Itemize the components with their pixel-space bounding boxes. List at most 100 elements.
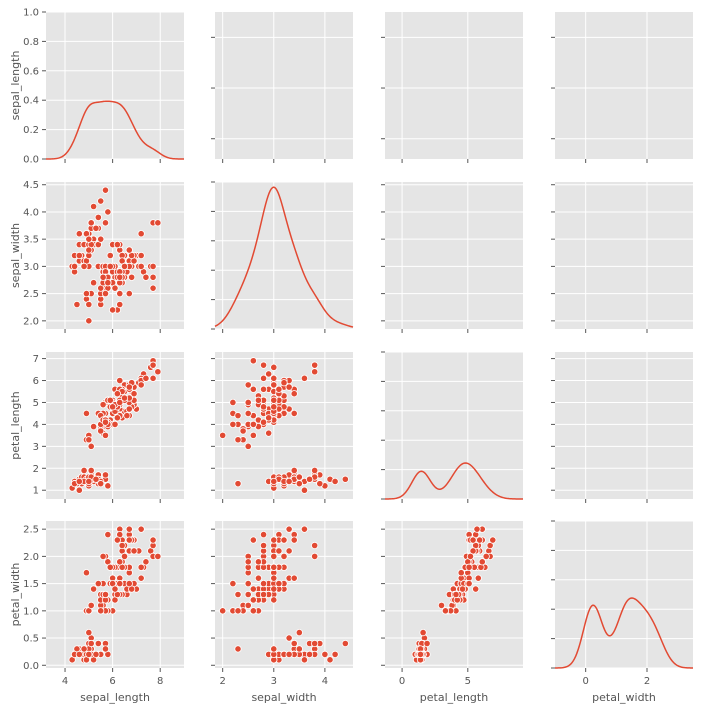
- scatter-point: [87, 442, 95, 450]
- scatter-point: [97, 197, 105, 205]
- scatter-point: [305, 475, 314, 483]
- scatter-point: [75, 486, 83, 494]
- scatter-point: [125, 536, 133, 544]
- scatter-point: [331, 650, 339, 658]
- y-tick-label: 2.0: [23, 316, 39, 327]
- scatter-point: [75, 650, 83, 658]
- scatter-point: [87, 466, 95, 475]
- scatter-point: [457, 569, 465, 577]
- scatter-point: [270, 403, 278, 411]
- scatter-point: [125, 525, 133, 533]
- panel-petal_length-vs-sepal_length: 1 2 3 4 5 6 7 petal_length: [9, 352, 184, 503]
- x-tick-label: 4: [62, 676, 68, 687]
- y-tick-label: 1.5: [23, 579, 39, 590]
- scatter-point: [290, 466, 298, 475]
- scatter-point: [104, 208, 112, 216]
- scatter-point: [149, 536, 157, 544]
- scatter-point: [270, 363, 278, 371]
- scatter-point: [290, 390, 298, 398]
- scatter-point: [113, 414, 121, 422]
- scatter-point: [154, 552, 162, 560]
- scatter-point: [85, 300, 93, 309]
- scatter-point: [234, 480, 242, 488]
- scatter-point: [125, 405, 133, 413]
- scatter-point: [465, 580, 473, 588]
- scatter-point: [113, 536, 121, 544]
- y-tick-label: 2: [33, 464, 39, 475]
- panel-sepal_width-vs-petal_width: [551, 182, 693, 333]
- scatter-point: [137, 381, 145, 389]
- y-tick-label: 3: [33, 442, 39, 453]
- scatter-point: [249, 420, 257, 428]
- scatter-point: [316, 480, 324, 488]
- scatter-point: [101, 186, 110, 194]
- y-tick-label: 1: [33, 486, 39, 497]
- scatter-point: [300, 656, 309, 664]
- scatter-point: [452, 590, 460, 599]
- scatter-point: [259, 374, 268, 382]
- y-tick-label: 4.5: [23, 180, 39, 191]
- scatter-point: [116, 376, 124, 385]
- scatter-point: [234, 412, 242, 420]
- scatter-point: [82, 409, 91, 418]
- scatter-point: [280, 379, 288, 387]
- scatter-point: [85, 317, 93, 325]
- scatter-point: [259, 403, 268, 411]
- scatter-point: [280, 552, 288, 560]
- scatter-point: [80, 466, 88, 475]
- scatter-point: [321, 650, 329, 658]
- y-tick-label: 4: [33, 420, 39, 431]
- scatter-point: [97, 607, 105, 615]
- scatter-point: [116, 558, 124, 566]
- y-tick-label: 1.0: [23, 606, 39, 617]
- scatter-point: [120, 394, 129, 402]
- x-tick-label: 5: [465, 676, 471, 687]
- scatter-point: [101, 418, 110, 426]
- scatter-point: [270, 396, 278, 404]
- scatter-point: [123, 412, 131, 420]
- scatter-point: [244, 442, 252, 450]
- scatter-point: [474, 574, 482, 582]
- y-tick-label: 3.5: [23, 235, 39, 246]
- scatter-point: [244, 580, 252, 588]
- kde-curve-sepal_length: [46, 100, 184, 160]
- scatter-point: [85, 629, 93, 637]
- scatter-point: [142, 374, 150, 382]
- scatter-point: [80, 262, 88, 270]
- panel-petal_width-vs-petal_width: 0 2 petal_width: [551, 520, 694, 704]
- scatter-point: [275, 580, 283, 588]
- scatter-point: [285, 383, 293, 391]
- scatter-point: [249, 431, 257, 439]
- scatter-point: [290, 536, 298, 544]
- scatter-point: [254, 574, 263, 582]
- panel-sepal_width-vs-petal_length: [381, 182, 523, 333]
- scatter-point: [254, 558, 263, 566]
- panel-background: [385, 182, 523, 329]
- scatter-point: [82, 290, 91, 298]
- x-axis-label: petal_length: [420, 691, 488, 704]
- scatter-point: [265, 370, 273, 378]
- x-tick-label: 0: [399, 676, 405, 687]
- scatter-point: [149, 262, 157, 270]
- scatter-point: [254, 396, 263, 404]
- panel-petal_width-vs-sepal_width: 2 3 4 sepal_width: [211, 521, 353, 704]
- y-tick-label: 0.6: [23, 66, 39, 77]
- scatter-point: [106, 396, 114, 404]
- scatter-point: [130, 547, 138, 555]
- scatter-point: [149, 361, 157, 369]
- x-tick-label: 8: [157, 676, 163, 687]
- scatter-point: [137, 251, 145, 260]
- scatter-point: [111, 585, 119, 593]
- x-tick-label: 0: [582, 676, 588, 687]
- scatter-point: [300, 486, 309, 494]
- scatter-point: [101, 645, 110, 653]
- scatter-point: [466, 552, 475, 560]
- scatter-point: [249, 536, 257, 544]
- scatter-point: [244, 558, 252, 566]
- scatter-point: [259, 385, 268, 393]
- scatter-point: [106, 563, 114, 571]
- scatter-point: [120, 552, 129, 560]
- y-axis-label: petal_width: [9, 563, 22, 627]
- scatter-point: [142, 273, 150, 281]
- scatter-point: [94, 580, 102, 588]
